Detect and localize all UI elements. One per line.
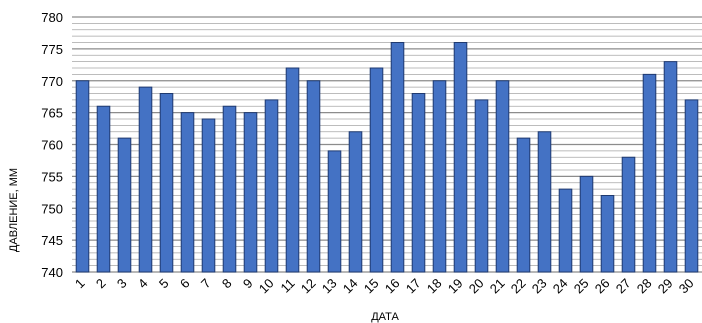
x-tick-label: 9 [240,276,256,292]
bar-day-8 [222,105,237,273]
bar-day-1 [75,80,90,273]
y-tick-label: 765 [41,106,63,121]
bar-day-3 [117,137,132,273]
grid-lines [72,16,702,273]
x-tick-label: 14 [340,276,361,297]
x-tick-label: 3 [114,276,130,292]
x-tick-label: 7 [198,276,214,292]
x-tick-label: 30 [676,276,697,297]
bar-day-21 [495,80,510,273]
x-tick-label: 10 [256,276,277,297]
bar-day-30 [684,99,699,273]
bar-day-25 [579,175,594,273]
x-tick-label: 18 [424,276,445,297]
y-tick-label: 745 [41,233,63,248]
bar-day-9 [243,112,258,273]
y-tick-label: 775 [41,42,63,57]
x-tick-label: 21 [487,276,508,297]
x-tick-label: 13 [319,276,340,297]
bar-day-4 [138,86,153,273]
bar-day-2 [96,105,111,273]
y-tick-label: 760 [41,138,63,153]
x-tick-label: 4 [135,276,151,292]
x-tick-label: 23 [529,276,550,297]
x-tick-label: 1 [72,276,88,292]
x-axis-tick-labels: 1 2 3 4 5 6 7 8 9 10 11 12 13 14 15 16 17 18 19 20 21 22 23 24 2… [72,276,697,297]
bar-day-5 [159,93,174,273]
y-tick-label: 750 [41,201,63,216]
bar-day-28 [642,73,657,273]
x-tick-label: 29 [655,276,676,297]
bar-day-19 [453,42,468,273]
y-axis-title: ДАВЛЕНИЕ, ММ [8,168,20,252]
x-tick-label: 25 [571,276,592,297]
y-tick-label: 770 [41,74,63,89]
bars [75,42,699,273]
bar-day-23 [537,131,552,273]
x-tick-label: 11 [277,276,297,296]
x-tick-label: 28 [634,276,655,297]
x-tick-label: 15 [361,276,382,297]
bar-day-20 [474,99,489,273]
x-axis-title: ДАТА [371,311,399,323]
x-tick-label: 20 [466,276,487,297]
x-tick-label: 2 [93,276,109,292]
bar-day-12 [306,80,321,273]
bar-day-11 [285,67,300,273]
bar-day-29 [663,61,678,273]
x-tick-label: 26 [592,276,613,297]
bar-day-18 [432,80,447,273]
bar-day-17 [411,93,426,273]
bar-day-15 [369,67,384,273]
bar-day-24 [558,188,573,273]
y-tick-label: 740 [41,265,63,280]
bar-day-14 [348,131,363,273]
x-tick-label: 12 [298,276,319,297]
bar-day-13 [327,150,342,273]
x-tick-label: 8 [219,276,235,292]
x-tick-label: 22 [508,276,529,297]
x-tick-label: 19 [445,276,466,297]
bar-day-26 [600,195,615,273]
y-tick-label: 780 [41,10,63,25]
x-tick-label: 16 [382,276,403,297]
bar-day-27 [621,156,636,273]
x-tick-label: 6 [177,276,193,292]
x-tick-label: 27 [613,276,634,297]
bar-day-6 [180,112,195,273]
bar-day-7 [201,118,216,273]
bar-day-10 [264,99,279,273]
y-axis-tick-labels: 740 745 750 755 760 765 770 775 780 [41,10,63,280]
bar-day-16 [390,42,405,273]
x-tick-label: 17 [403,276,424,297]
x-tick-label: 24 [550,276,571,297]
bar-day-22 [516,137,531,273]
x-tick-label: 5 [156,276,172,292]
y-tick-label: 755 [41,169,63,184]
